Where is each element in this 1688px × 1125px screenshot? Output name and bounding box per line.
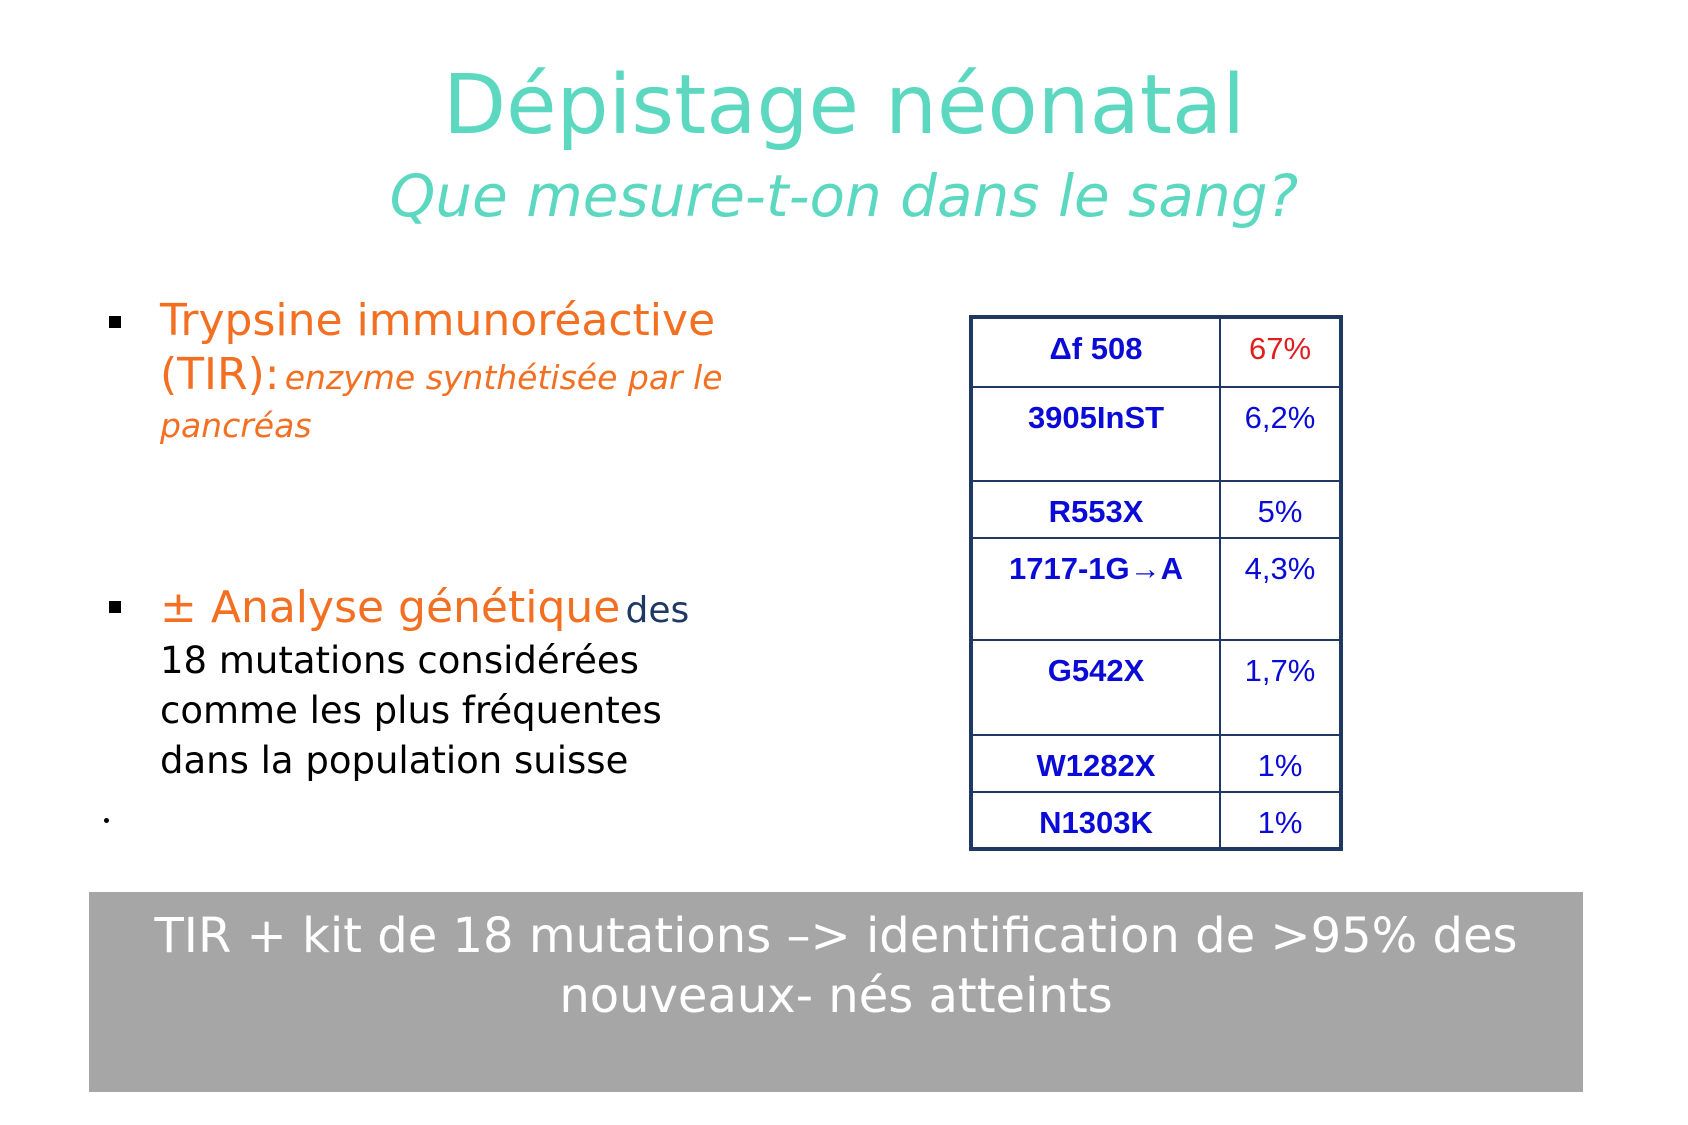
slide-subtitle: Que mesure-t-on dans le sang? — [389, 162, 1299, 230]
table-row: 1717-1G→A 4,3% — [970, 537, 1342, 641]
mutation-name: N1303K — [970, 791, 1221, 850]
mutation-frequency: 6,2% — [1219, 386, 1342, 482]
mutation-name: 3905InST — [970, 386, 1221, 482]
mutation-name: W1282X — [970, 734, 1221, 793]
genetics-line-2: comme les plus fréquentes — [160, 689, 662, 732]
mutation-name: G542X — [970, 639, 1221, 736]
mutation-frequency: 5% — [1219, 480, 1342, 539]
slide-title: Dépistage néonatal — [442, 58, 1246, 153]
bullet-item-genetics: ± Analyse génétique des 18 mutations con… — [160, 580, 800, 786]
mutation-name: Δf 508 — [970, 316, 1221, 388]
bullet-square-icon — [109, 316, 121, 328]
tir-description: enzyme synthétisée par le — [284, 358, 723, 397]
mutation-frequency: 1,7% — [1219, 639, 1342, 736]
mutation-frequency: 67% — [1219, 316, 1342, 388]
mutation-frequency: 1% — [1219, 734, 1342, 793]
mutation-name: 1717-1G→A — [970, 537, 1221, 641]
conclusion-banner: TIR + kit de 18 mutations –> identificat… — [89, 892, 1583, 1092]
mutation-frequency: 4,3% — [1219, 537, 1342, 641]
genetics-heading: ± Analyse génétique — [160, 582, 621, 633]
mutation-frequency: 1% — [1219, 791, 1342, 850]
tir-heading: Trypsine immunoréactive — [160, 295, 716, 346]
bullet-item-tir: Trypsine immunoréactive (TIR): enzyme sy… — [160, 294, 800, 450]
table-row: 3905InST 6,2% — [970, 386, 1342, 482]
stray-dot — [104, 818, 109, 823]
tir-description-cont: pancréas — [160, 406, 312, 445]
genetics-des: des — [625, 590, 690, 631]
table-row: G542X 1,7% — [970, 639, 1342, 736]
banner-line-1: TIR + kit de 18 mutations –> identificat… — [154, 908, 1518, 964]
table-row: R553X 5% — [970, 480, 1342, 539]
banner-line-2: nouveaux- nés atteints — [559, 968, 1113, 1024]
bullet-square-icon — [109, 601, 121, 613]
table-row: W1282X 1% — [970, 734, 1342, 793]
genetics-line-3: dans la population suisse — [160, 739, 629, 782]
mutations-table: Δf 508 67% 3905InST 6,2% R553X 5% 1717-1… — [969, 315, 1343, 851]
table-row: Δf 508 67% — [970, 316, 1342, 388]
tir-abbrev: (TIR): — [160, 349, 280, 400]
genetics-line-1: 18 mutations considérées — [160, 639, 639, 682]
mutation-name: R553X — [970, 480, 1221, 539]
table-row: N1303K 1% — [970, 791, 1342, 850]
